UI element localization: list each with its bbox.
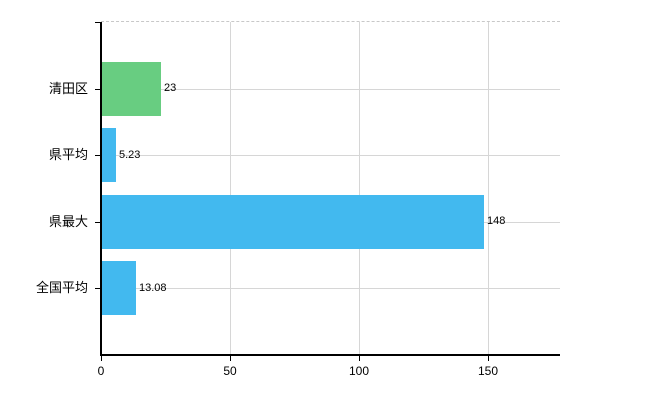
category-label: 全国平均 bbox=[35, 280, 88, 295]
y-axis-tick bbox=[95, 288, 101, 289]
y-axis-tick bbox=[95, 155, 101, 156]
category-label: 県最大 bbox=[48, 214, 88, 229]
x-axis-tick bbox=[488, 355, 489, 361]
bar bbox=[102, 195, 484, 249]
gridline-vertical bbox=[230, 22, 232, 355]
x-tick-label: 50 bbox=[223, 364, 237, 378]
value-label: 148 bbox=[487, 215, 506, 227]
x-tick-label: 100 bbox=[348, 364, 370, 378]
y-axis-line bbox=[100, 22, 102, 356]
x-tick-label: 150 bbox=[477, 364, 499, 378]
bar bbox=[102, 261, 136, 315]
x-axis-tick bbox=[230, 355, 231, 361]
y-axis-tick bbox=[95, 222, 101, 223]
category-label: 清田区 bbox=[48, 81, 88, 96]
bar bbox=[102, 62, 161, 116]
y-axis-tick bbox=[95, 22, 101, 23]
gridline-horizontal bbox=[101, 288, 560, 289]
x-axis-line bbox=[100, 354, 560, 356]
category-label: 県平均 bbox=[48, 147, 88, 162]
gridline-vertical bbox=[488, 22, 490, 355]
x-tick-label: 0 bbox=[97, 364, 105, 378]
gridline-vertical bbox=[359, 22, 361, 355]
gridline-horizontal bbox=[101, 155, 560, 156]
x-axis-tick bbox=[359, 355, 360, 361]
plot-top-border bbox=[101, 21, 560, 22]
value-label: 5.23 bbox=[119, 149, 141, 161]
value-label: 13.08 bbox=[139, 282, 167, 294]
y-axis-tick bbox=[95, 89, 101, 90]
bar bbox=[102, 128, 116, 182]
x-axis-tick bbox=[101, 355, 102, 361]
gridline-horizontal bbox=[101, 89, 560, 90]
value-label: 23 bbox=[164, 82, 177, 94]
